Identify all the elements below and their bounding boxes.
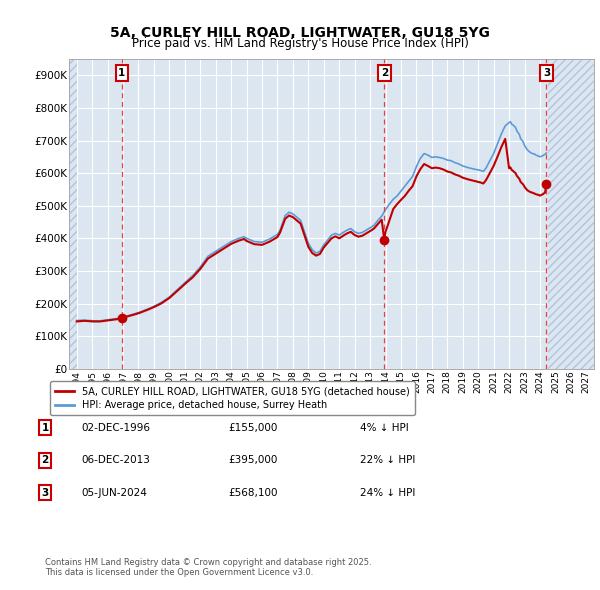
Bar <box>548 59 594 369</box>
Text: 2: 2 <box>380 68 388 78</box>
Text: 3: 3 <box>543 68 550 78</box>
Text: £395,000: £395,000 <box>228 455 277 465</box>
Text: 02-DEC-1996: 02-DEC-1996 <box>81 423 150 432</box>
Text: 2: 2 <box>41 455 49 465</box>
Text: 05-JUN-2024: 05-JUN-2024 <box>81 488 147 497</box>
Bar <box>69 59 77 369</box>
Text: Price paid vs. HM Land Registry's House Price Index (HPI): Price paid vs. HM Land Registry's House … <box>131 37 469 50</box>
Text: 1: 1 <box>118 68 125 78</box>
Text: 3: 3 <box>41 488 49 497</box>
Text: £155,000: £155,000 <box>228 423 277 432</box>
Text: 06-DEC-2013: 06-DEC-2013 <box>81 455 150 465</box>
Text: 4% ↓ HPI: 4% ↓ HPI <box>360 423 409 432</box>
Text: 5A, CURLEY HILL ROAD, LIGHTWATER, GU18 5YG: 5A, CURLEY HILL ROAD, LIGHTWATER, GU18 5… <box>110 26 490 40</box>
Legend: 5A, CURLEY HILL ROAD, LIGHTWATER, GU18 5YG (detached house), HPI: Average price,: 5A, CURLEY HILL ROAD, LIGHTWATER, GU18 5… <box>50 381 415 415</box>
Text: 24% ↓ HPI: 24% ↓ HPI <box>360 488 415 497</box>
Text: Contains HM Land Registry data © Crown copyright and database right 2025.
This d: Contains HM Land Registry data © Crown c… <box>45 558 371 577</box>
Text: £568,100: £568,100 <box>228 488 277 497</box>
Text: 1: 1 <box>41 423 49 432</box>
Text: 22% ↓ HPI: 22% ↓ HPI <box>360 455 415 465</box>
